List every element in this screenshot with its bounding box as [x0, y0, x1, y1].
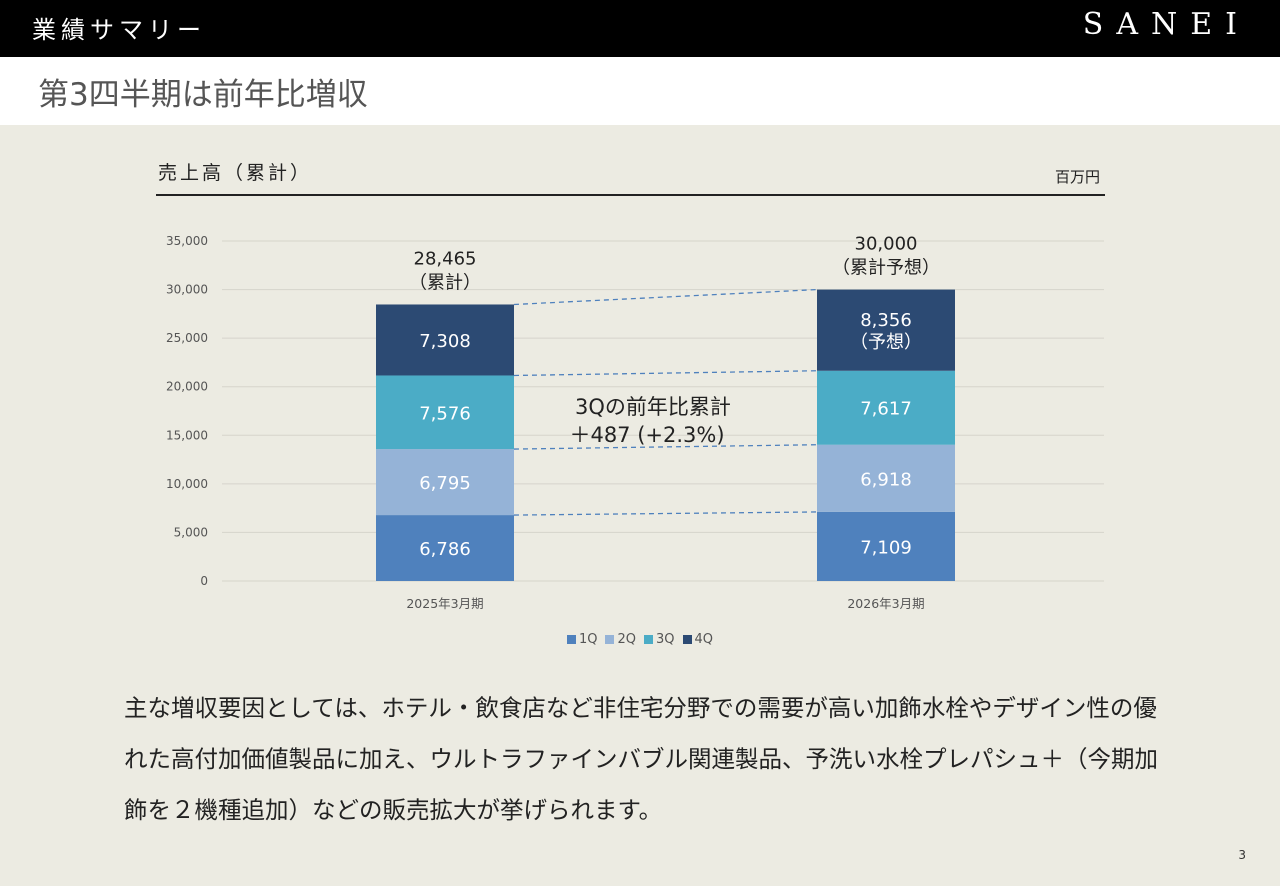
total-label-note: （累計）	[409, 272, 481, 293]
page-headline: 第3四半期は前年比増収	[38, 77, 368, 113]
annotation-line2: ＋487 (+2.3%)	[569, 423, 724, 447]
y-tick-label: 20,000	[166, 380, 208, 394]
connector-line	[513, 370, 818, 377]
total-label: 28,465	[414, 248, 477, 269]
chart-legend: 1Q 2Q 3Q 4Q	[0, 632, 1280, 647]
legend-item-2q: 2Q	[605, 632, 636, 647]
annotation-line1: 3Qの前年比累計	[575, 395, 731, 419]
legend-item-3q: 3Q	[644, 632, 675, 647]
data-label: 7,109	[860, 537, 912, 558]
bar-segment-4q	[376, 304, 514, 376]
legend-swatch	[682, 635, 692, 644]
data-label: 7,617	[860, 399, 912, 420]
stacked-bar-chart: 0 5,000 10,000 15,000 20,000 25,000 30,000 35,0…	[166, 234, 1104, 611]
body-paragraph: 主な増収要因としては、ホテル・飲食店など非住宅分野での需要が高い加飾水栓やデザイ…	[124, 694, 1158, 824]
total-label: 30,000	[855, 234, 918, 255]
data-label: 8,356	[860, 310, 912, 331]
legend-item-4q: 4Q	[682, 632, 714, 647]
legend-label: 3Q	[656, 632, 675, 647]
connector-line	[513, 444, 818, 450]
page-number: 3	[1238, 848, 1246, 862]
bar-segment-3q	[376, 375, 514, 450]
y-tick-label: 0	[200, 574, 208, 588]
y-tick-label: 30,000	[166, 283, 208, 297]
bar-segment-2q	[817, 444, 955, 512]
brand-logo: SANEI	[1082, 7, 1250, 42]
legend-swatch	[605, 635, 615, 644]
legend-swatch	[566, 635, 576, 644]
bar-segment-1q	[376, 515, 514, 581]
data-label: 6,786	[419, 539, 471, 560]
chart-unit: 百万円	[1054, 168, 1100, 186]
bar-segment-4q	[817, 289, 955, 371]
bar-segment-1q	[817, 511, 955, 581]
data-label: 7,308	[419, 331, 471, 352]
legend-swatch	[644, 635, 653, 644]
y-tick-label: 35,000	[166, 234, 208, 248]
bar-segment-3q	[817, 370, 955, 445]
x-tick-label: 2026年3月期	[847, 596, 924, 611]
data-label: 6,918	[860, 469, 912, 490]
legend-item-1q: 1Q	[566, 632, 598, 647]
y-tick-label: 25,000	[166, 331, 208, 345]
data-label: 6,795	[419, 473, 471, 494]
data-label: 7,576	[419, 403, 471, 424]
total-label-note: （累計予想）	[832, 258, 940, 279]
connector-line	[513, 288, 818, 306]
section-title: 業績サマリー	[32, 16, 206, 44]
x-tick-label: 2025年3月期	[406, 596, 483, 611]
y-tick-label: 15,000	[166, 428, 208, 442]
chart-title-rule	[156, 194, 1105, 196]
y-tick-label: 5,000	[174, 525, 208, 539]
chart-title: 売上高（累計）	[158, 162, 313, 184]
headline-band: 第3四半期は前年比増収	[0, 57, 1280, 125]
top-bar: 業績サマリー SANEI	[0, 0, 1280, 57]
connector-line	[513, 511, 818, 516]
bar-segment-2q	[376, 449, 514, 516]
legend-label: 2Q	[617, 632, 636, 647]
data-label-note: （予想）	[850, 332, 922, 353]
legend-label: 4Q	[694, 632, 714, 647]
y-tick-label: 10,000	[166, 477, 208, 491]
legend-label: 1Q	[578, 632, 598, 647]
